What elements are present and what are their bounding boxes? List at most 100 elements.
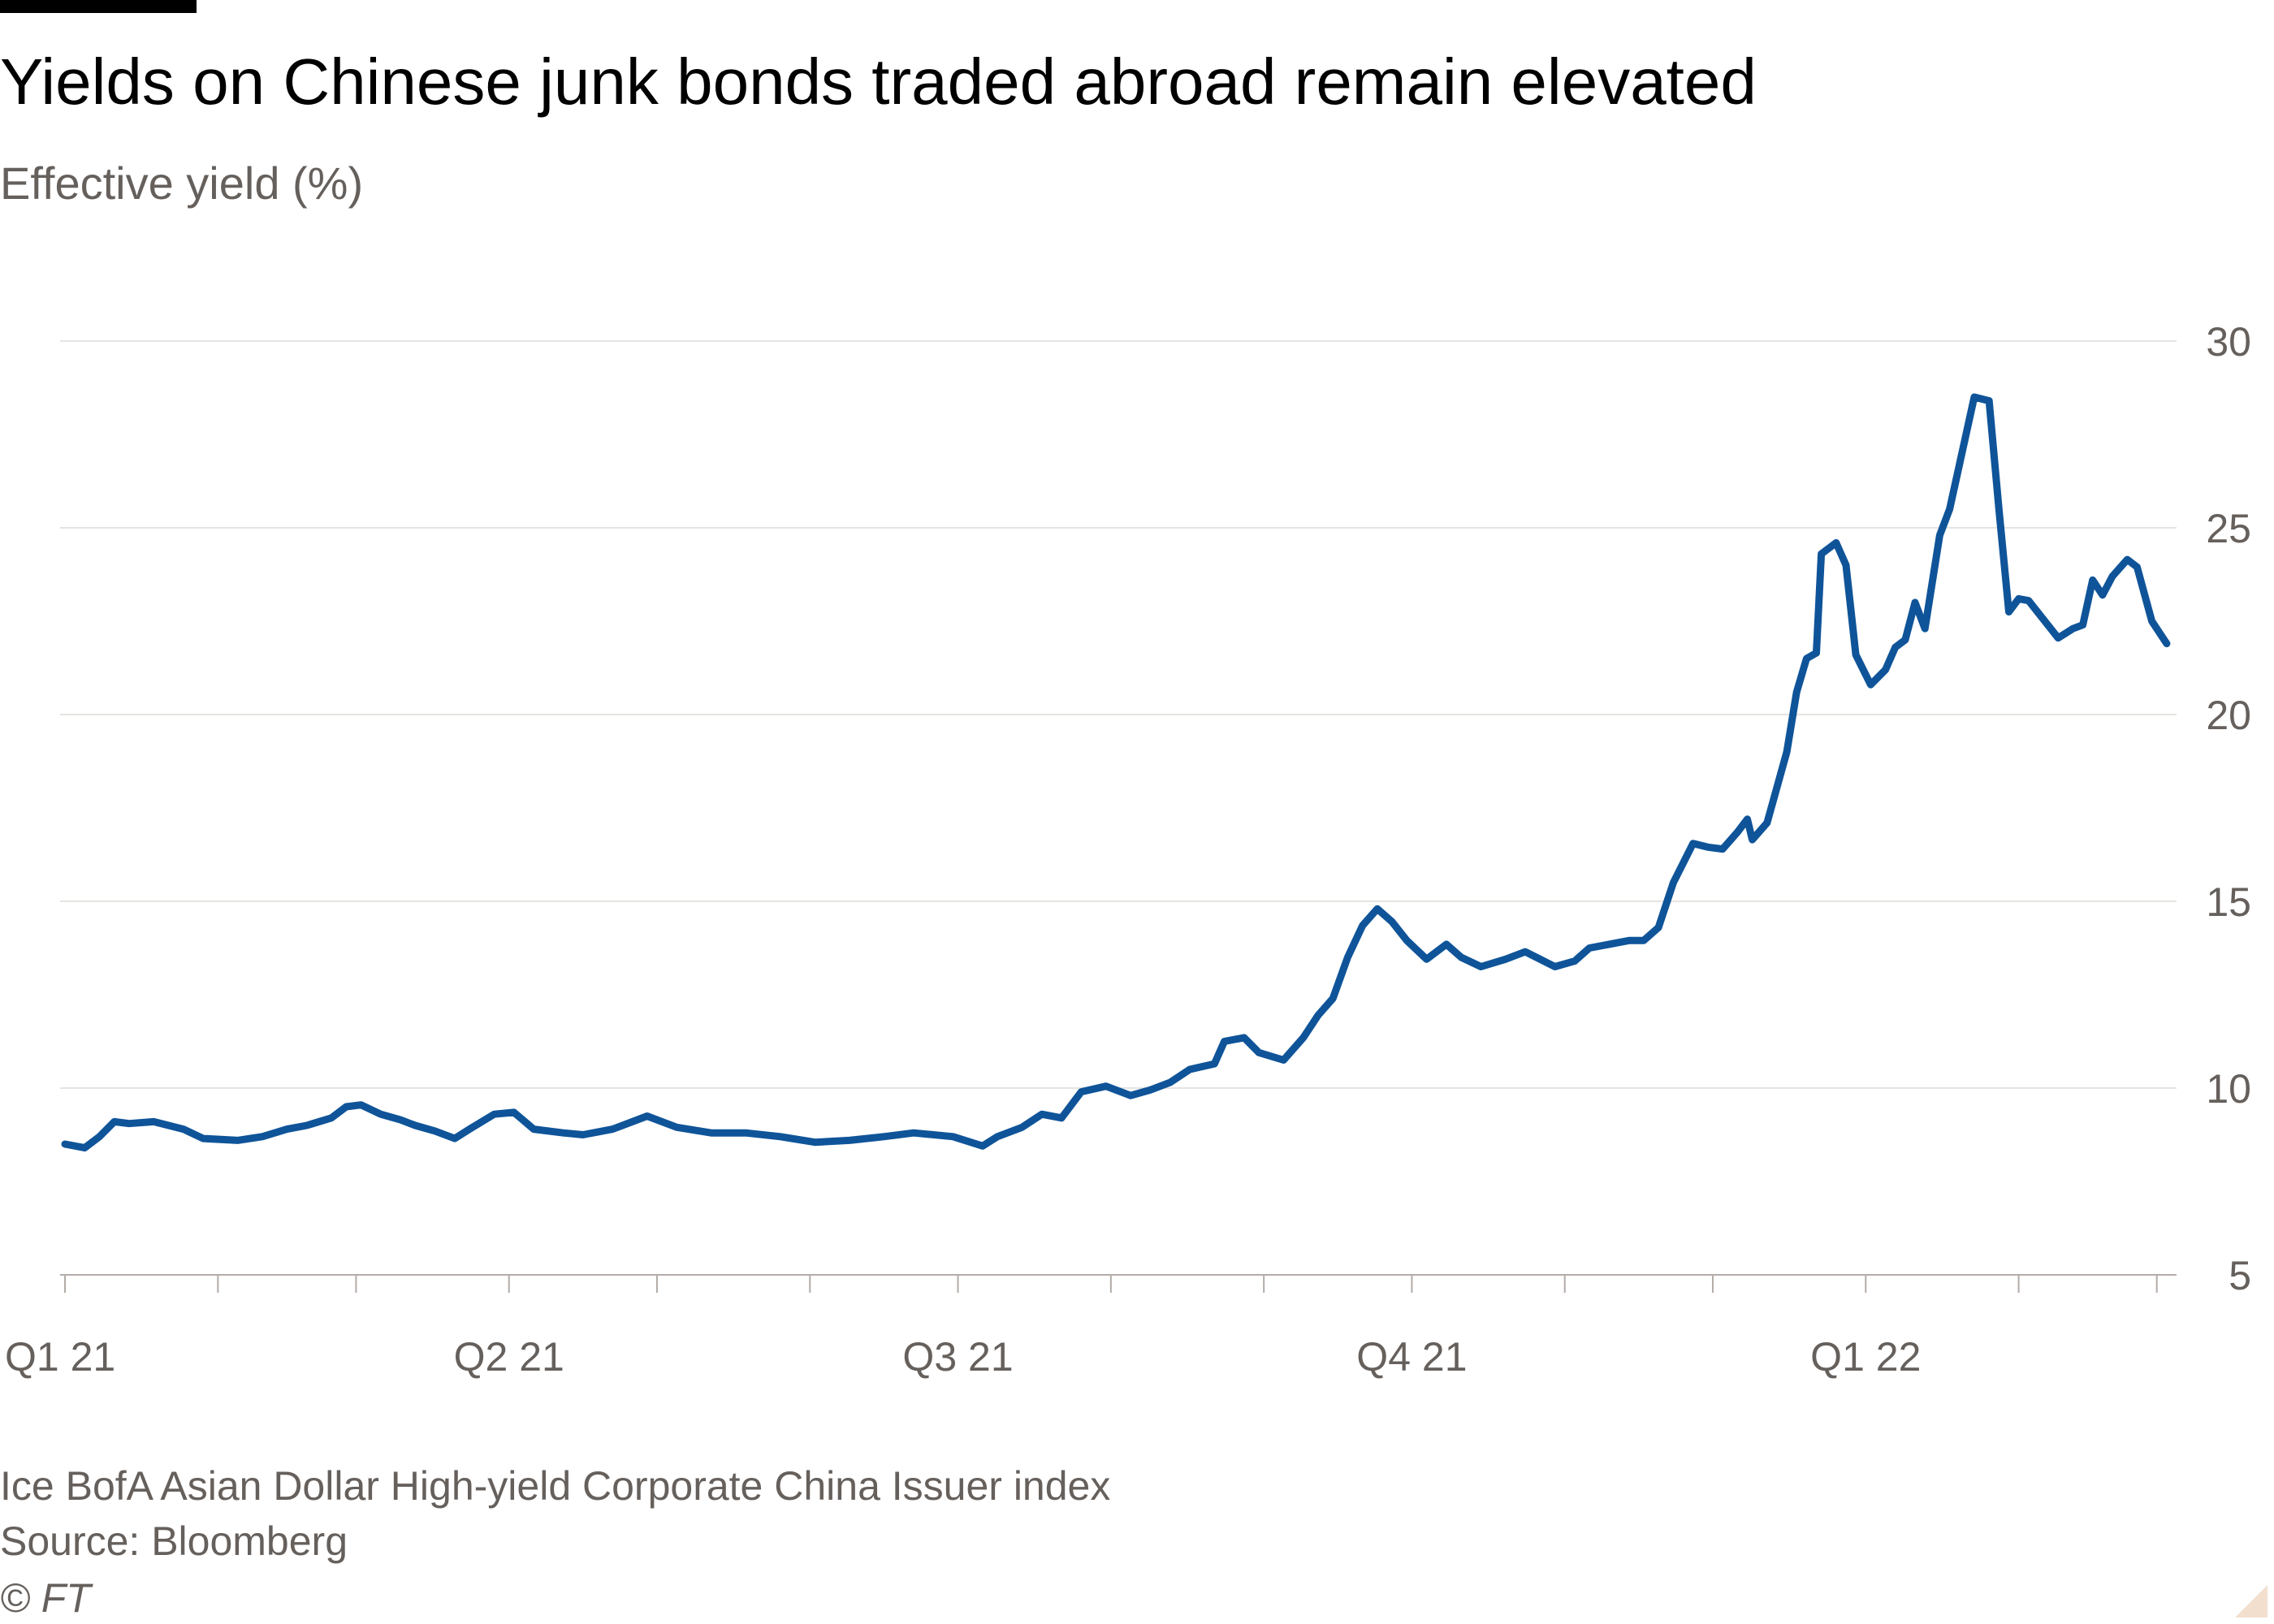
line-chart: Q1 21 Q2 21 Q3 21 Q4 21 Q1 22 5 10 15 20 25 30 <box>5 319 2251 1380</box>
data-point <box>645 1114 650 1119</box>
data-point <box>951 1134 956 1139</box>
data-point <box>778 1134 783 1139</box>
data-point <box>1537 957 1542 961</box>
data-point <box>2070 626 2075 631</box>
data-point <box>112 1119 117 1124</box>
data-point <box>1922 626 1927 631</box>
data-point <box>398 1117 403 1122</box>
data-point <box>467 1127 472 1132</box>
data-point <box>1735 830 1740 835</box>
data-point <box>1627 938 1632 943</box>
data-point <box>847 1138 852 1142</box>
data-point <box>1360 923 1365 928</box>
y-tick-label: 25 <box>2206 506 2251 551</box>
x-axis: Q1 21 Q2 21 Q3 21 Q4 21 Q1 22 <box>5 1274 2177 1380</box>
data-point <box>452 1136 457 1141</box>
data-point <box>674 1125 679 1129</box>
data-point <box>1148 1087 1152 1092</box>
corner-fold-decoration <box>2235 1585 2268 1618</box>
y-tick-label: 20 <box>2206 693 2251 738</box>
data-point <box>344 1104 348 1109</box>
data-point <box>1301 1035 1306 1040</box>
data-point <box>1256 1050 1261 1055</box>
series-line-0 <box>61 393 2171 1152</box>
data-point <box>1706 844 1710 849</box>
data-point <box>1656 925 1661 930</box>
data-point <box>1390 919 1394 924</box>
data-point <box>1404 938 1409 943</box>
data-point <box>1745 817 1750 822</box>
chart-subtitle: Effective yield (%) <box>0 158 364 209</box>
data-point <box>2150 619 2155 624</box>
chart-title: Yields on Chinese junk bonds traded abro… <box>0 45 1757 118</box>
data-point <box>1913 600 1917 605</box>
series-layer <box>61 393 2171 1152</box>
data-point <box>97 1134 102 1139</box>
y-tick-label: 10 <box>2206 1066 2251 1112</box>
data-point <box>1819 551 1824 556</box>
y-tick-label: 15 <box>2206 879 2251 925</box>
data-point <box>1834 540 1839 545</box>
data-point <box>1587 946 1592 951</box>
data-point <box>1222 1039 1227 1044</box>
data-point <box>995 1134 1000 1139</box>
data-point <box>1079 1090 1083 1095</box>
data-point <box>1784 749 1789 754</box>
data-point <box>1671 880 1675 885</box>
data-point <box>2007 610 2012 615</box>
data-point <box>1104 1084 1109 1089</box>
data-point <box>1242 1035 1247 1040</box>
data-point <box>492 1112 497 1116</box>
data-point <box>329 1116 334 1121</box>
data-point <box>1794 689 1799 694</box>
x-tick-label: Q1 22 <box>1810 1334 1921 1380</box>
source-note: Source: Bloomberg <box>0 1518 348 1564</box>
data-point <box>812 1140 817 1145</box>
data-point <box>1375 906 1380 911</box>
data-point <box>151 1119 156 1124</box>
data-point <box>1059 1116 1064 1121</box>
data-point <box>127 1121 132 1126</box>
data-point <box>305 1123 309 1128</box>
gridlines <box>60 340 2177 1089</box>
y-axis: 5 10 15 20 25 30 <box>2206 319 2251 1298</box>
data-point <box>1765 820 1770 825</box>
data-point <box>1128 1093 1133 1098</box>
data-point <box>2026 598 2031 603</box>
data-point <box>1459 955 1463 960</box>
data-point <box>743 1130 748 1135</box>
data-point <box>201 1136 205 1141</box>
data-point <box>2125 557 2129 562</box>
data-point <box>1503 957 1508 961</box>
data-point <box>1720 847 1725 852</box>
data-point <box>1937 533 1942 538</box>
x-tick-label: Q1 21 <box>5 1334 115 1380</box>
data-point <box>1987 399 1991 404</box>
y-tick-label: 30 <box>2206 319 2251 365</box>
data-point <box>1641 938 1646 943</box>
data-point <box>1040 1112 1044 1116</box>
data-point <box>709 1130 714 1135</box>
data-point <box>284 1127 289 1132</box>
data-point <box>1168 1080 1173 1085</box>
data-point <box>2110 574 2115 579</box>
data-point <box>1853 652 1858 657</box>
data-point <box>2056 636 2060 641</box>
data-point <box>1553 965 1558 970</box>
data-point <box>1345 955 1350 960</box>
data-point <box>1691 841 1696 846</box>
data-point <box>531 1127 536 1132</box>
data-point <box>260 1134 265 1139</box>
data-point <box>1996 507 2001 512</box>
data-point <box>2164 641 2169 646</box>
data-point <box>181 1127 186 1132</box>
data-point <box>1804 656 1809 661</box>
x-tick-label: Q3 21 <box>902 1334 1013 1380</box>
data-point <box>2041 617 2046 622</box>
x-tick-label: Q4 21 <box>1356 1334 1467 1380</box>
data-point <box>2017 596 2021 601</box>
data-point <box>1972 395 1977 400</box>
data-point <box>359 1103 364 1108</box>
data-point <box>512 1110 517 1115</box>
brand-top-bar <box>0 0 197 13</box>
